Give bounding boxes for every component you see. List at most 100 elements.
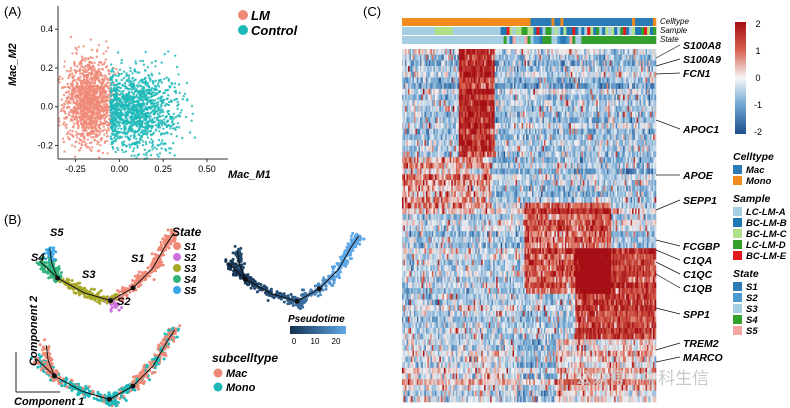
scatter-point-control — [164, 149, 168, 152]
scatter-point-lm — [96, 84, 99, 87]
scatter-point-lm — [72, 135, 75, 138]
scatter-point-control — [160, 109, 163, 112]
scatter-point-control — [154, 60, 157, 63]
sample-bar-cell — [521, 27, 525, 35]
celltype-bar-cell — [402, 18, 406, 26]
trajectory-cell — [243, 262, 247, 266]
state-bar-cell — [437, 36, 442, 44]
scatter-point-lm — [87, 146, 91, 149]
scatter-point-lm — [80, 62, 83, 66]
scatter-point-control — [109, 135, 113, 138]
scatter-point-lm — [63, 65, 66, 68]
scatter-point-control — [135, 123, 138, 127]
trajectory-cell — [107, 391, 111, 395]
scatter-point-lm — [108, 72, 111, 75]
sample-bar-cell — [584, 27, 588, 35]
scatter-point-lm — [77, 112, 80, 116]
trajectory-cell — [159, 241, 163, 244]
scatter-point-control — [144, 89, 148, 92]
trajectory-cell — [355, 232, 359, 236]
scatter-point-control — [148, 141, 151, 144]
trajectory-cell — [269, 287, 273, 291]
scatter-point-control — [191, 112, 194, 116]
sample-bar-cell — [617, 27, 621, 35]
scatter-point-control — [130, 143, 133, 147]
state-bar-cell — [638, 36, 642, 44]
scatter-point-lm — [101, 63, 104, 66]
state-bar-cell — [653, 36, 657, 44]
scatter-point-control — [160, 95, 163, 98]
state-bar-cell — [494, 36, 498, 44]
state-bar-cell — [446, 36, 451, 44]
branch-node — [130, 285, 136, 291]
scatter-point-control — [128, 143, 131, 146]
state-bar-cell — [605, 36, 609, 44]
scatter-point-lm — [107, 81, 110, 84]
sample-bar-cell — [557, 27, 561, 35]
scatter-point-control — [133, 129, 137, 133]
scatter-point-lm — [89, 72, 93, 75]
scatter-point-lm — [69, 35, 73, 39]
scatter-point-control — [132, 80, 135, 83]
trajectory-cell — [83, 387, 87, 391]
scatter-point-control — [134, 108, 138, 111]
scatter-point-control — [173, 82, 177, 85]
heatmap-cell — [654, 49, 657, 55]
scatter-point-lm — [83, 140, 86, 143]
trajectory-cell — [120, 387, 124, 391]
scatter-point-control — [165, 98, 168, 101]
scatter-point-lm — [96, 73, 100, 76]
pseudotime-tick-20: 20 — [332, 337, 341, 346]
scatter-point-lm — [103, 95, 106, 98]
scatter-point-lm — [102, 88, 106, 92]
trajectory-cell — [338, 276, 341, 280]
scatter-point-control — [141, 102, 144, 106]
celltype-bar-cell — [644, 18, 648, 26]
scatter-point-lm — [103, 91, 107, 95]
scatter-point-lm — [98, 68, 101, 71]
sample-bar-cell — [650, 27, 654, 35]
scatter-point-control — [112, 118, 115, 121]
scatter-point-control — [167, 103, 171, 107]
scatter-point-control — [143, 122, 146, 125]
scatter-point-lm — [73, 92, 76, 95]
scatter-point-lm — [105, 40, 108, 43]
scatter-point-control — [131, 72, 134, 75]
trajectory-cell — [59, 271, 63, 275]
scatter-point-control — [173, 98, 176, 102]
scatter-point-control — [124, 135, 127, 138]
trajectory-cell — [91, 296, 94, 300]
scatter-point-control — [156, 153, 159, 156]
scatter-point-control — [167, 100, 171, 104]
scatter-point-control — [174, 116, 177, 119]
state-bar-cell — [554, 36, 558, 44]
state-bar-cell — [632, 36, 636, 44]
scatter-point-control — [133, 154, 136, 157]
scatter-point-lm — [79, 67, 82, 71]
scatter-point-control — [172, 112, 175, 116]
scatter-point-lm — [92, 75, 96, 78]
scatter-point-control — [148, 105, 151, 109]
scatter-point-control — [120, 58, 124, 62]
scatter-point-control — [132, 136, 136, 140]
scatter-point-lm — [83, 66, 86, 70]
scatter-point-lm — [81, 123, 84, 127]
scatter-point-lm — [85, 113, 89, 116]
trajectory-cell — [138, 374, 142, 377]
trajectory-cell — [95, 397, 99, 401]
state-bar-cell — [620, 36, 624, 44]
scatter-point-control — [122, 151, 125, 154]
scatter-point-control — [157, 119, 160, 122]
scatter-point-lm — [75, 48, 79, 51]
scatter-point-control — [115, 94, 118, 97]
scatter-point-control — [147, 121, 150, 124]
state-bar-cell — [575, 36, 579, 44]
scatter-point-lm — [75, 140, 78, 143]
scatter-point-lm — [66, 131, 70, 134]
scatter-point-control — [118, 86, 121, 89]
scatter-point-control — [176, 100, 179, 104]
trajectory-cell — [163, 351, 167, 355]
trajectory-cell — [171, 326, 175, 330]
sample-bar-cell — [506, 27, 510, 35]
scatter-point-lm — [76, 65, 79, 68]
